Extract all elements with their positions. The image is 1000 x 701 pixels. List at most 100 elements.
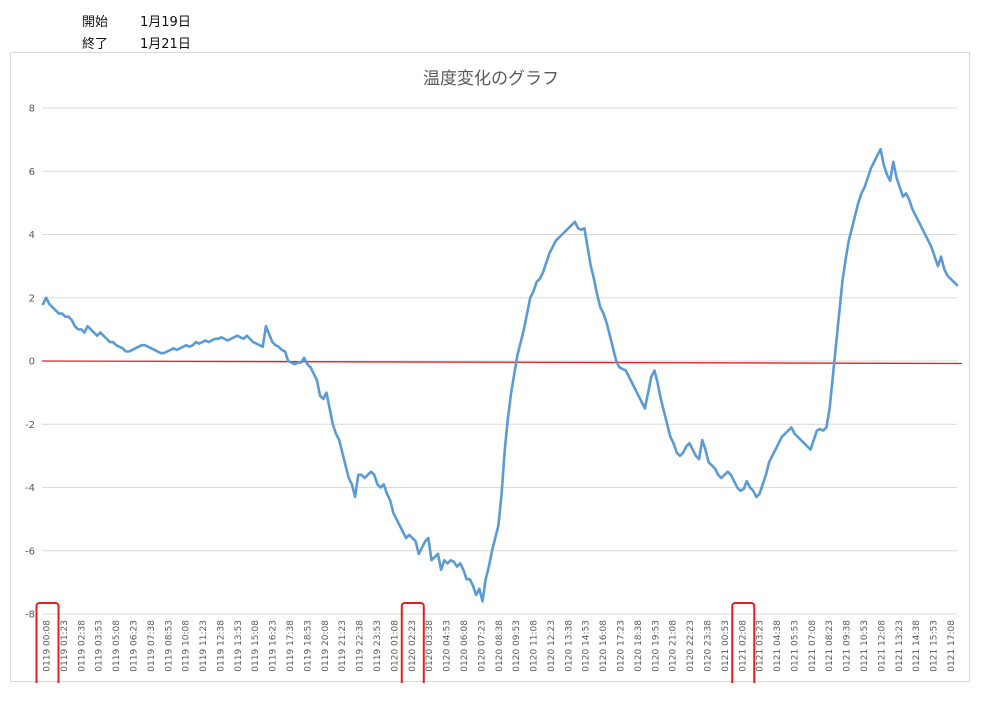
x-tick-label: 0120 12:23 [547, 620, 557, 672]
x-tick-label: 0120 11:08 [530, 620, 540, 672]
data-point [462, 569, 464, 571]
data-point [520, 341, 522, 343]
data-point [217, 338, 219, 340]
data-point [284, 350, 286, 353]
data-point [61, 312, 63, 315]
x-tick-label: 0119 08:53 [164, 620, 174, 672]
x-tick-label: 0120 03:38 [425, 620, 435, 672]
data-point [243, 338, 245, 340]
data-point [634, 388, 636, 391]
data-point [357, 474, 359, 476]
data-point [577, 227, 579, 229]
x-tick-label: 0120 16:08 [599, 620, 609, 672]
data-point [309, 366, 312, 368]
y-tick-label: -6 [25, 546, 35, 557]
x-tick-label: 0119 00:08 [43, 620, 53, 672]
data-point [819, 428, 821, 430]
data-point [672, 442, 675, 444]
data-point [813, 439, 815, 441]
data-point [223, 338, 226, 340]
data-point [529, 297, 531, 299]
x-tick-label: 0119 21:23 [338, 620, 348, 672]
data-point [64, 316, 66, 318]
x-tick-label: 0120 14:53 [582, 620, 592, 672]
data-point [914, 214, 917, 217]
data-point [695, 455, 697, 457]
x-tick-label: 0119 03:53 [95, 620, 105, 672]
data-point [523, 328, 525, 330]
data-point [348, 477, 350, 479]
data-point [86, 325, 89, 327]
data-point [848, 240, 850, 242]
data-point [539, 278, 541, 280]
data-point [99, 331, 101, 334]
data-point [889, 180, 891, 182]
data-point [886, 173, 888, 176]
data-point [188, 346, 191, 348]
data-point [822, 429, 824, 432]
data-point [303, 357, 305, 359]
data-point [252, 341, 254, 343]
data-point [510, 392, 512, 394]
data-point [857, 202, 859, 204]
data-point [293, 363, 296, 365]
data-point [198, 343, 200, 345]
data-point [488, 565, 490, 568]
data-point [841, 281, 843, 283]
data-point [892, 161, 894, 163]
data-point [784, 433, 786, 435]
data-point [657, 382, 659, 384]
data-point [392, 512, 394, 514]
data-point [497, 524, 500, 527]
data-point [134, 347, 136, 349]
data-point [950, 278, 952, 280]
x-tick-label: 0119 10:08 [182, 620, 192, 672]
data-point [481, 600, 484, 602]
data-point [494, 537, 496, 539]
data-point [771, 455, 773, 457]
data-point [870, 167, 872, 169]
data-point [297, 361, 299, 364]
data-point [172, 347, 175, 349]
chart-title: 温度変化のグラフ [423, 69, 559, 89]
x-tick-label: 0121 08:23 [825, 620, 835, 672]
data-point [192, 344, 194, 346]
data-point [415, 540, 417, 542]
data-point [335, 433, 337, 435]
data-point [797, 436, 799, 438]
data-point [227, 339, 229, 342]
data-point [551, 246, 554, 248]
data-point [599, 306, 601, 308]
x-tick-label: 0119 20:08 [321, 620, 331, 672]
data-point [908, 199, 910, 201]
data-point [714, 467, 716, 470]
data-point [386, 493, 388, 495]
data-point [456, 565, 458, 568]
data-point [956, 284, 958, 286]
data-point [930, 246, 933, 248]
data-point [653, 369, 656, 372]
data-point [485, 578, 487, 580]
highlight-box [400, 602, 425, 683]
data-point [574, 221, 576, 223]
data-point [271, 341, 273, 343]
data-point [453, 561, 455, 563]
data-point [281, 349, 283, 351]
data-point [169, 349, 171, 351]
data-point [940, 256, 942, 258]
y-tick-label: -2 [25, 420, 35, 431]
data-point [698, 458, 700, 460]
data-point [516, 354, 519, 356]
data-point [421, 546, 423, 549]
data-point [306, 363, 308, 365]
data-point [937, 265, 939, 267]
data-point [532, 290, 535, 293]
data-point [618, 366, 621, 368]
data-point [730, 474, 732, 476]
x-tick-label: 0120 02:23 [408, 620, 418, 672]
data-point [567, 227, 570, 229]
data-point [590, 265, 592, 267]
data-point [144, 344, 146, 346]
data-point [239, 336, 242, 338]
start-value: 1月19日 [140, 15, 191, 30]
